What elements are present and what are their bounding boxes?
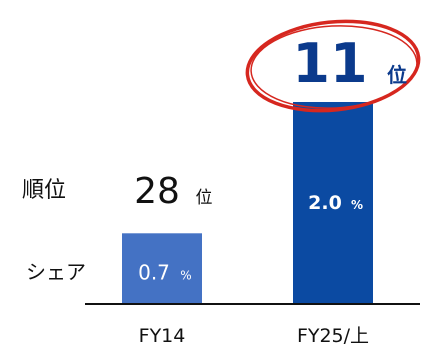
category-label: FY14 bbox=[139, 325, 186, 347]
rank-unit-label: 位 bbox=[196, 188, 213, 208]
highlight-ellipse bbox=[245, 19, 421, 113]
category-label: FY25/上 bbox=[297, 325, 369, 347]
bar-fy25 bbox=[293, 102, 373, 304]
share-unit-label: % bbox=[351, 198, 363, 212]
bars-group bbox=[122, 102, 373, 304]
rank-unit-label-highlight: 位 bbox=[387, 63, 407, 87]
share-row-label: シェア bbox=[26, 260, 86, 284]
rank-value-label: 28 bbox=[134, 171, 180, 212]
rank-value-label-highlight: 11 bbox=[292, 32, 367, 95]
rank-row-label: 順位 bbox=[22, 178, 66, 203]
bar-fy14 bbox=[122, 233, 202, 304]
share-value-label: 0.7 bbox=[138, 260, 170, 284]
marks-group: 0.7 % FY14 2.0 % FY25/上 28 位 11 位 bbox=[134, 19, 421, 347]
share-unit-label: % bbox=[180, 268, 191, 282]
highlight-ellipse-inner bbox=[250, 25, 418, 109]
share-value-label: 2.0 bbox=[308, 192, 342, 214]
